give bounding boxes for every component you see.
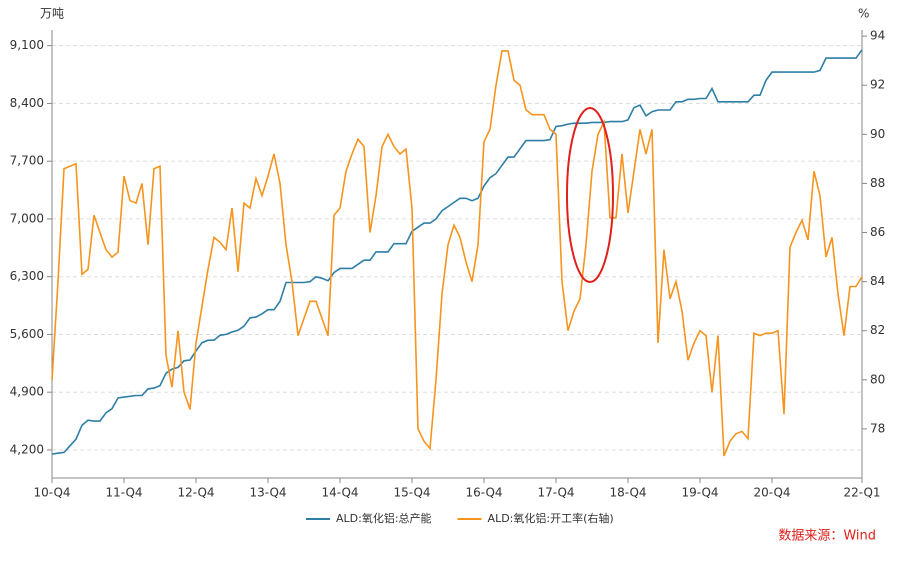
y-tick-label: 7,700 xyxy=(10,154,44,168)
legend-label: ALD:氧化铝:开工率(右轴) xyxy=(488,511,614,525)
x-tick-label: 14-Q4 xyxy=(321,486,358,500)
y2-tick-label: 82 xyxy=(870,323,885,337)
x-tick-label: 20-Q4 xyxy=(753,486,790,500)
x-tick-label: 12-Q4 xyxy=(177,486,214,500)
x-tick-label: 16-Q4 xyxy=(465,486,502,500)
y-tick-label: 4,900 xyxy=(10,385,44,399)
x-tick-label: 10-Q4 xyxy=(33,486,70,500)
y2-tick-label: 80 xyxy=(870,372,885,386)
series-line xyxy=(51,49,863,455)
y2-axis-label: % xyxy=(858,7,869,21)
y2-tick-label: 90 xyxy=(870,127,885,141)
x-tick-label: 11-Q4 xyxy=(105,486,142,500)
x-tick-label: 17-Q4 xyxy=(537,486,574,500)
x-tick-label: 19-Q4 xyxy=(681,486,718,500)
y-tick-label: 9,100 xyxy=(10,38,44,52)
source: 数据来源：Wind xyxy=(778,529,876,544)
y2-tick-label: 84 xyxy=(870,274,885,288)
y-tick-label: 6,300 xyxy=(10,269,44,283)
y2-tick-label: 94 xyxy=(870,29,885,43)
y2-tick-label: 78 xyxy=(870,421,885,435)
y-tick-label: 5,600 xyxy=(10,327,44,341)
series-line xyxy=(51,50,863,457)
x-tick-label: 18-Q4 xyxy=(609,486,646,500)
y-tick-label: 4,200 xyxy=(10,442,44,456)
y2-tick-label: 92 xyxy=(870,78,885,92)
y-axis-label: 万吨 xyxy=(40,7,64,21)
x-tick-label: 15-Q4 xyxy=(393,486,430,500)
legend-label: ALD:氧化铝:总产能 xyxy=(336,511,432,525)
y2-tick-label: 86 xyxy=(870,225,885,239)
highlight-ellipse xyxy=(566,107,614,283)
x-tick-label: 22-Q1 xyxy=(843,486,880,500)
x-tick-label: 13-Q4 xyxy=(249,486,286,500)
y-tick-label: 8,400 xyxy=(10,96,44,110)
y-tick-label: 7,000 xyxy=(10,211,44,225)
y2-tick-label: 88 xyxy=(870,176,885,190)
